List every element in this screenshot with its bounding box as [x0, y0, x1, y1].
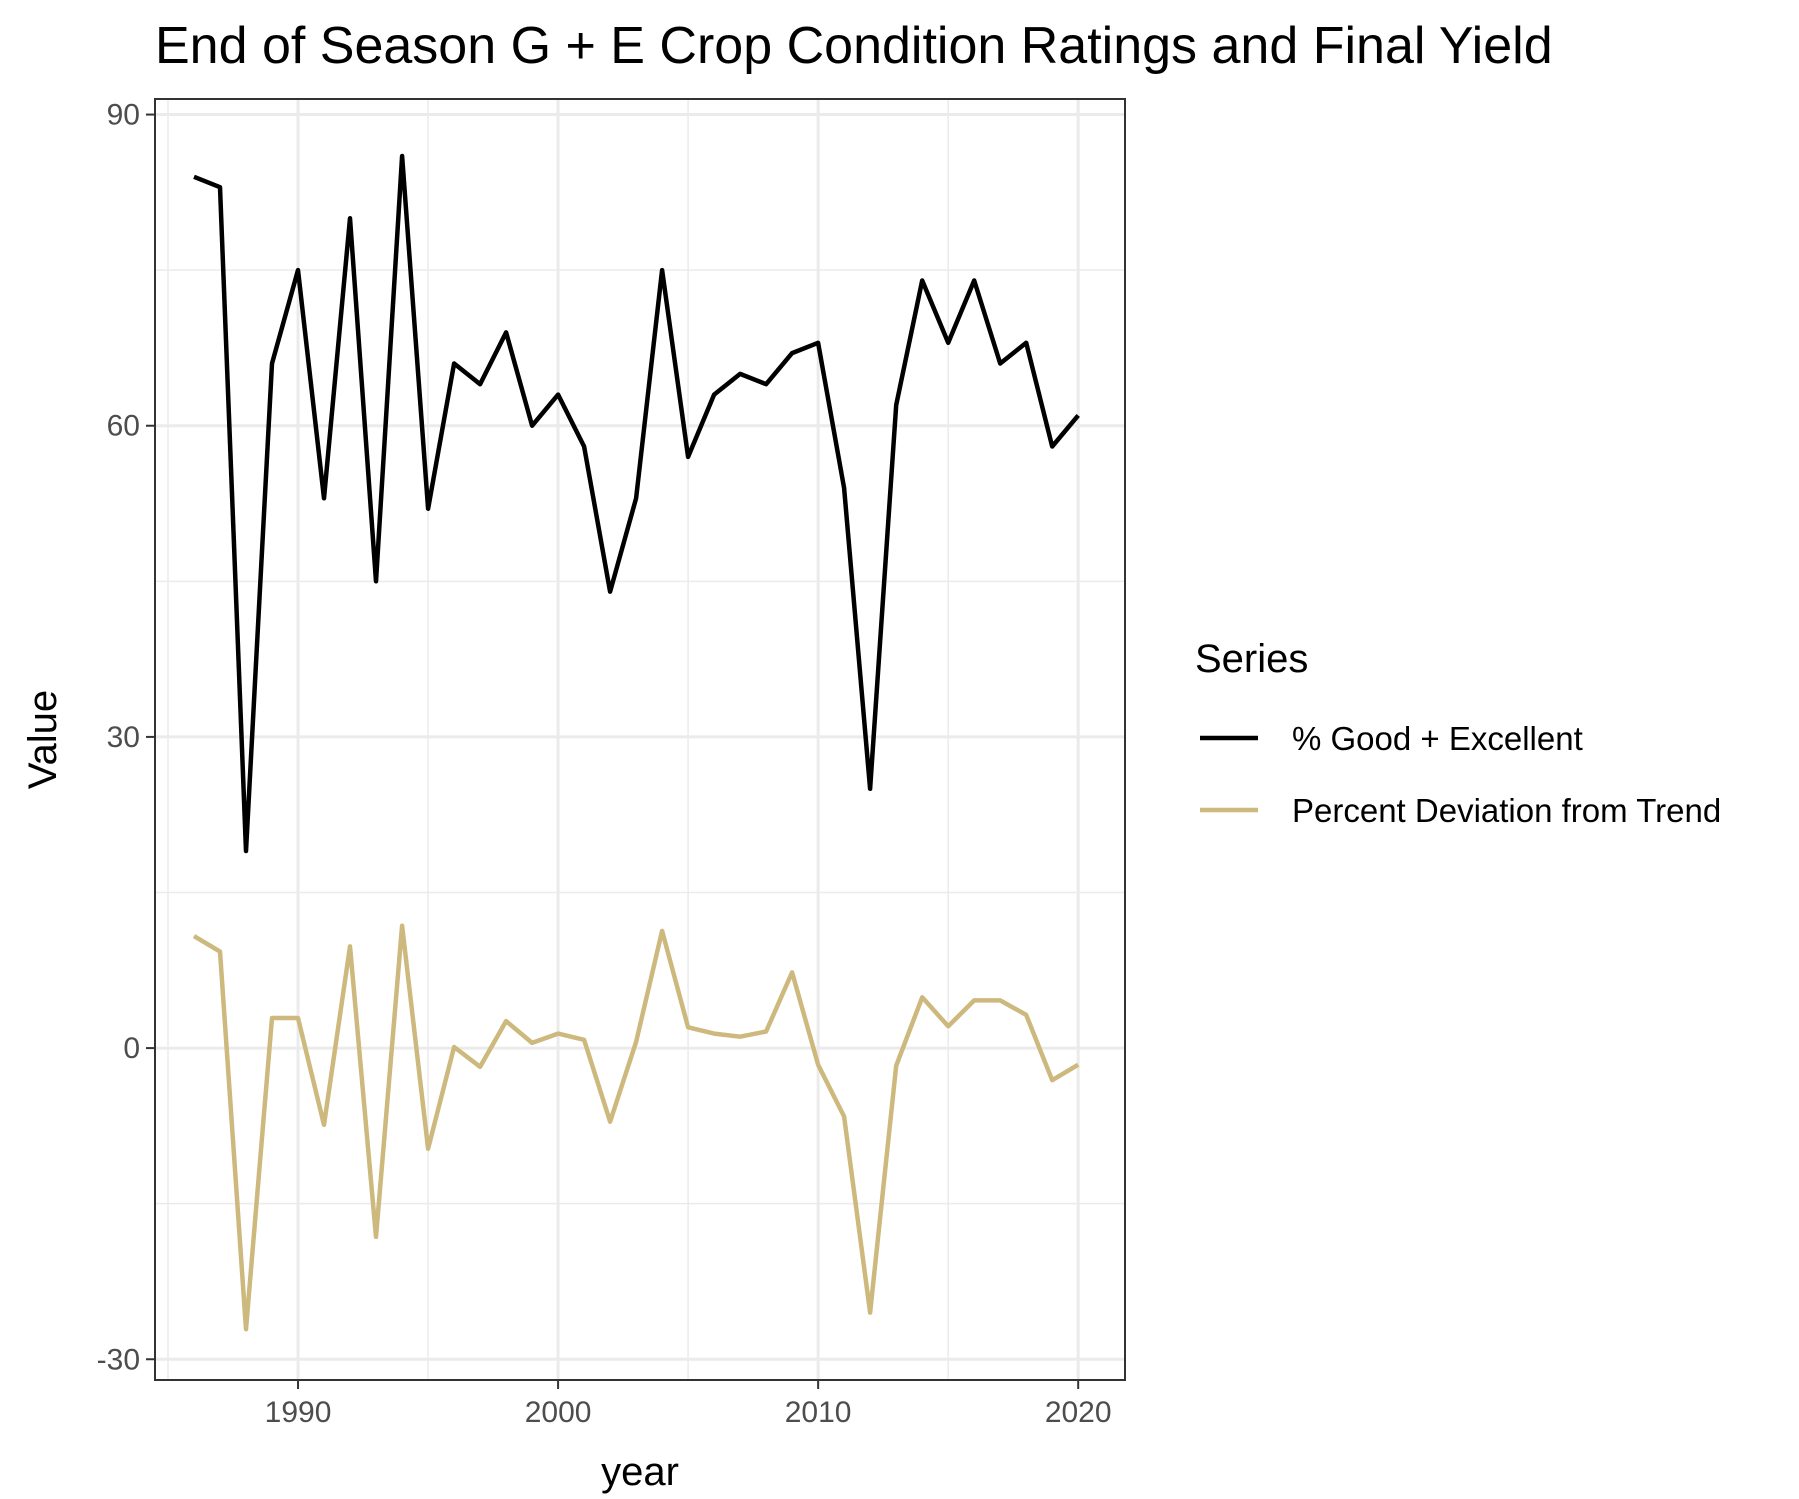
- x-tick-label: 2020: [1045, 1396, 1112, 1429]
- legend-title: Series: [1195, 637, 1308, 681]
- x-axis: 1990 2000 2010 2020: [265, 1380, 1112, 1429]
- plot-border: [154, 98, 1126, 1381]
- y-axis-title: Value: [21, 690, 65, 789]
- series-line-1: [192, 923, 1080, 1332]
- legend: Series % Good + Excellent Percent Deviati…: [1195, 637, 1721, 829]
- plot-panel: [155, 99, 1125, 1380]
- y-tick-label: 0: [123, 1032, 140, 1065]
- legend-label-1: Percent Deviation from Trend: [1292, 792, 1721, 829]
- x-tick-label: 1990: [265, 1396, 332, 1429]
- y-tick-label: 90: [107, 99, 140, 132]
- y-tick-label: -30: [97, 1343, 140, 1376]
- grid-minor: [155, 99, 1125, 1380]
- series-lines: [192, 153, 1080, 1332]
- x-axis-title: year: [601, 1450, 679, 1494]
- legend-label-0: % Good + Excellent: [1292, 720, 1583, 757]
- chart-title: End of Season G + E Crop Condition Ratin…: [155, 17, 1553, 75]
- x-tick-label: 2000: [525, 1396, 592, 1429]
- y-tick-label: 30: [107, 721, 140, 754]
- y-tick-label: 60: [107, 410, 140, 443]
- x-tick-label: 2010: [785, 1396, 852, 1429]
- series-line-0: [193, 153, 1080, 854]
- y-axis: -30 0 30 60 90: [97, 99, 155, 1376]
